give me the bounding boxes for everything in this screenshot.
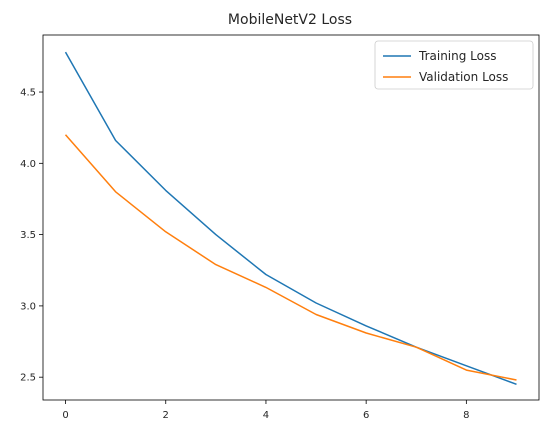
series-line-validation-loss: [64, 134, 517, 381]
y-tick-label: 4.5: [20, 88, 36, 99]
y-tick-label: 3.0: [20, 301, 36, 312]
plot-frame: [42, 34, 540, 401]
x-tick-label: 4: [263, 410, 269, 421]
legend: Training Loss Validation Loss: [374, 40, 534, 90]
y-axis: 2.5 3.0 3.5 4.0 4.5: [20, 88, 43, 384]
legend-box: [374, 40, 534, 90]
series-line-training-loss: [64, 51, 517, 386]
y-tick-label: 4.0: [20, 159, 36, 170]
x-tick-label: 6: [363, 410, 369, 421]
y-tick-label: 3.5: [20, 230, 36, 241]
series-lines: [64, 51, 517, 386]
x-tick-label: 8: [463, 410, 469, 421]
x-axis: 0 2 4 6 8: [62, 400, 470, 421]
chart-title: MobileNetV2 Loss: [228, 12, 352, 28]
x-tick-label: 0: [62, 410, 68, 421]
x-tick-label: 2: [163, 410, 169, 421]
legend-label: Training Loss: [418, 49, 496, 63]
legend-label: Validation Loss: [419, 70, 508, 84]
y-tick-label: 2.5: [20, 373, 36, 384]
